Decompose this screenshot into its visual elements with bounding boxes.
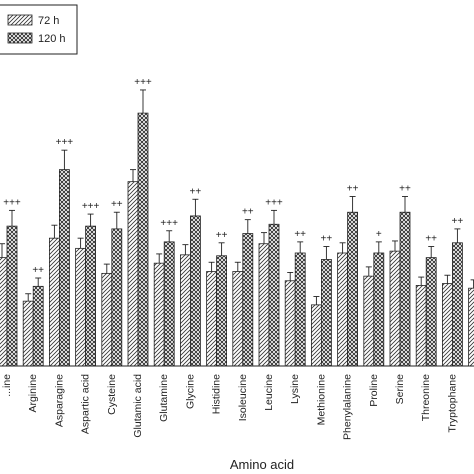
x-tick-label-proline: Proline [368, 374, 380, 407]
x-tick-label-glycine: Glycine [184, 374, 196, 409]
bar-serine-120h [399, 211, 411, 367]
x-tick-label-alanine: ...ine [1, 374, 13, 397]
bar-histidine-120h [216, 255, 228, 367]
x-tick-label-threonine: Threonine [420, 374, 432, 421]
x-tick-label-leucine: Leucine [263, 374, 275, 411]
bar-glutamine-120h [163, 241, 175, 367]
significance-serine: ++ [399, 183, 411, 194]
bar-threonine-72h [415, 285, 427, 367]
significance-glutamine: +++ [160, 218, 178, 229]
bar-glutamic-acid-72h [127, 181, 139, 367]
significance-glutamic-acid: +++ [134, 77, 152, 88]
significance-arginine: ++ [32, 265, 44, 276]
bar-glutamic-acid-120h [137, 112, 149, 367]
x-tick-label-serine: Serine [394, 374, 406, 405]
significance-proline: + [376, 229, 382, 240]
bar-phenylalanine-72h [337, 252, 349, 367]
significance-histidine: ++ [216, 230, 228, 241]
x-tick-label-glutamic-acid: Glutamic acid [132, 374, 144, 438]
bar-cysteine-120h [111, 228, 123, 367]
bar-tyrosine-72h [468, 287, 474, 367]
bar-lysine-120h [294, 252, 306, 367]
bar-asparagine-72h [49, 237, 60, 367]
legend-swatch-72h [7, 14, 33, 26]
plot-area: +++...ine++Arginine+++Asparagine+++Aspar… [0, 77, 474, 440]
bar-phenylalanine-120h [347, 211, 359, 367]
bar-glycine-120h [189, 215, 201, 367]
x-axis-title: Amino acid [230, 457, 294, 472]
x-tick-label-asparagine: Asparagine [53, 374, 65, 427]
bar-isoleucine-72h [232, 271, 244, 367]
bar-arginine-120h [32, 285, 44, 367]
bar-tryptophane-72h [441, 283, 453, 367]
bar-cysteine-72h [101, 272, 113, 367]
bar-leucine-72h [258, 243, 270, 367]
bar-aspartic-acid-72h [75, 247, 86, 367]
significance-tryptophane: ++ [452, 216, 464, 227]
x-tick-label-cysteine: Cysteine [106, 374, 118, 415]
significance-asparagine: +++ [56, 137, 74, 148]
bar-arginine-72h [22, 300, 34, 367]
x-tick-label-methionine: Methionine [315, 374, 327, 426]
x-tick-label-glutamine: Glutamine [158, 374, 170, 422]
bar-threonine-120h [425, 257, 437, 367]
bar-glutamine-72h [153, 262, 165, 367]
bar-serine-72h [389, 250, 401, 367]
significance-threonine: ++ [425, 234, 437, 245]
bar-methionine-72h [310, 304, 322, 367]
bar-proline-72h [363, 275, 375, 367]
bar-proline-120h [373, 252, 385, 367]
bar-isoleucine-120h [242, 233, 254, 367]
x-tick-label-isoleucine: Isoleucine [237, 374, 249, 421]
legend: 72 h 120 h [0, 4, 78, 55]
significance-cysteine: ++ [111, 199, 123, 210]
bar-alanine-120h [6, 225, 18, 367]
x-tick-label-arginine: Arginine [27, 374, 39, 413]
x-tick-label-tyrosine: T... [473, 374, 474, 388]
bar-glycine-72h [179, 254, 191, 367]
bar-methionine-120h [320, 259, 332, 367]
significance-glycine: ++ [190, 186, 202, 197]
significance-phenylalanine: ++ [347, 183, 359, 194]
legend-label-72h: 72 h [38, 15, 59, 27]
significance-lysine: ++ [294, 229, 306, 240]
x-tick-label-tryptophane: Tryptophane [446, 374, 458, 433]
significance-isoleucine: ++ [242, 207, 254, 218]
significance-aspartic-acid: +++ [82, 201, 100, 212]
bar-leucine-120h [268, 223, 280, 367]
x-tick-label-phenylalanine: Phenylalanine [342, 374, 354, 440]
bar-alanine-72h [0, 257, 8, 367]
bar-tryptophane-120h [451, 242, 463, 367]
significance-leucine: +++ [265, 197, 283, 208]
legend-swatch-120h [7, 32, 33, 44]
significance-methionine: ++ [321, 234, 333, 245]
legend-box [0, 4, 78, 55]
x-tick-label-aspartic-acid: Aspartic acid [80, 374, 92, 434]
x-tick-label-histidine: Histidine [211, 374, 223, 414]
bar-aspartic-acid-120h [85, 225, 96, 367]
bar-lysine-72h [284, 280, 296, 367]
legend-label-120h: 120 h [38, 33, 66, 45]
significance-alanine: +++ [3, 197, 21, 208]
bar-asparagine-120h [59, 169, 70, 367]
bar-histidine-72h [206, 271, 218, 367]
x-tick-label-lysine: Lysine [289, 374, 301, 404]
